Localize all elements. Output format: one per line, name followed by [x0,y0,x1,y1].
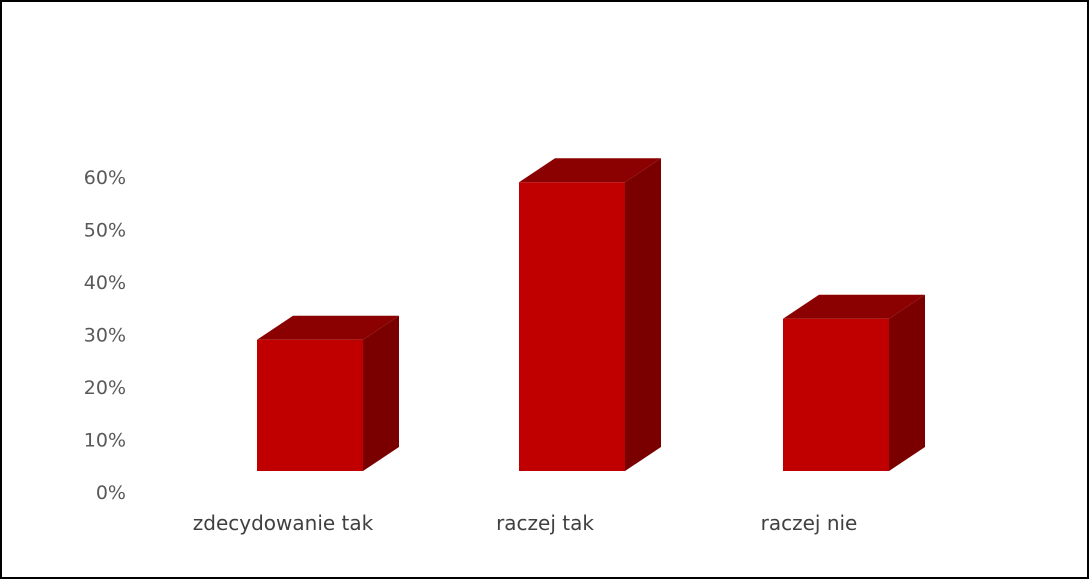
y-tick-label: 0% [96,482,126,504]
x-category-label: zdecydowanie tak [193,511,374,535]
y-axis: 0% 10% 20% 30% 40% 50% 60% [84,167,126,504]
bar-front [783,318,889,471]
y-tick-label: 40% [84,272,126,294]
x-category-label: raczej nie [761,511,858,535]
bar [257,315,399,471]
bar-side [363,315,399,471]
x-axis: zdecydowanie tak raczej tak raczej nie [193,511,858,535]
y-tick-label: 30% [84,325,126,347]
y-tick-label: 60% [84,167,126,189]
bar-front [257,339,363,471]
x-category-label: raczej tak [496,511,594,535]
y-tick-label: 10% [84,430,126,452]
bar-front [519,182,625,471]
bar [519,158,661,471]
bar-top [783,294,925,319]
bars [257,158,925,471]
bar-top [519,158,661,183]
bar-side [625,158,661,471]
y-tick-label: 20% [84,377,126,399]
y-tick-label: 50% [84,220,126,242]
bar [783,294,925,471]
bar-top [257,315,399,340]
bar-side [889,294,925,471]
